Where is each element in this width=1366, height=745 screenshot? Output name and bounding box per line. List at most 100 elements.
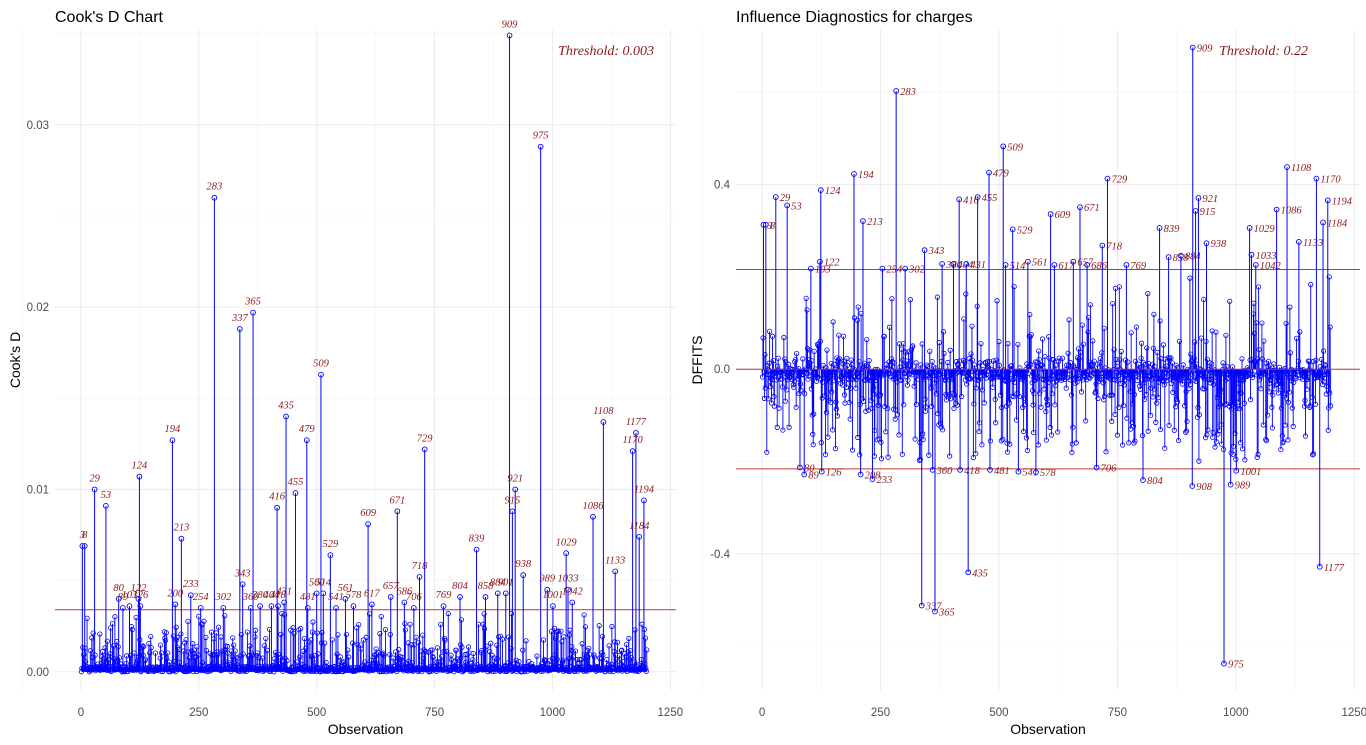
observation-point	[1255, 451, 1261, 457]
point-label: 769	[1130, 261, 1147, 272]
observation-point	[1151, 311, 1157, 317]
observation-point	[591, 654, 598, 660]
observation-point	[291, 630, 297, 637]
observation-point	[1260, 369, 1266, 375]
observation-point	[823, 409, 830, 416]
observation-point	[904, 382, 911, 388]
x-tick-label: 500	[989, 707, 1008, 719]
observation-point	[823, 365, 829, 371]
observation-point	[1109, 392, 1115, 398]
observation-point	[1201, 296, 1207, 303]
point-label: 481	[994, 466, 1010, 477]
observation-point	[1111, 347, 1117, 353]
observation-point	[148, 633, 154, 640]
labeled-point	[506, 32, 513, 39]
observation-point	[1266, 389, 1272, 395]
point-label: 578	[1040, 468, 1057, 479]
observation-point	[781, 334, 787, 341]
observation-point	[1250, 371, 1256, 377]
observation-point	[613, 656, 619, 662]
observation-point	[1279, 433, 1285, 439]
observation-point	[1213, 329, 1219, 335]
point-label: 365	[244, 297, 261, 308]
point-label: 53	[791, 201, 802, 212]
observation-point	[322, 640, 328, 646]
observation-point	[1091, 358, 1097, 364]
observation-point	[551, 625, 557, 632]
observation-point	[375, 650, 382, 656]
observation-point	[803, 295, 809, 301]
labeled-point	[1189, 44, 1196, 51]
observation-point	[1325, 427, 1331, 433]
point-label: 283	[900, 87, 916, 98]
observation-point	[1256, 284, 1262, 290]
observation-point	[1201, 386, 1207, 392]
observation-point	[877, 392, 884, 398]
observation-point	[1020, 404, 1026, 410]
point-label: 529	[1017, 225, 1034, 236]
observation-point	[1312, 401, 1319, 407]
point-label: 200	[167, 588, 184, 599]
point-label: 975	[533, 131, 549, 142]
observation-point	[619, 647, 625, 653]
observation-point	[1218, 387, 1224, 393]
observation-point	[1170, 389, 1176, 395]
labeled-point	[303, 437, 310, 444]
point-label: 1033	[558, 574, 579, 585]
observation-point	[229, 654, 235, 660]
chart-title: Influence Diagnostics for charges	[736, 9, 973, 26]
observation-point	[499, 636, 506, 642]
observation-point	[1047, 424, 1053, 430]
observation-point	[1285, 399, 1292, 405]
observation-point	[163, 630, 169, 636]
observation-point	[1095, 395, 1101, 401]
labeled-point	[932, 608, 938, 615]
observation-point	[1310, 359, 1316, 365]
point-label: 729	[1111, 175, 1128, 186]
point-label: 89	[808, 470, 819, 481]
labeled-point	[808, 265, 814, 272]
point-label: 404	[957, 260, 974, 271]
point-label: 435	[972, 568, 988, 579]
point-label: 706	[1101, 464, 1118, 475]
labeled-point	[939, 261, 945, 267]
labeled-point	[268, 603, 275, 609]
observation-point	[1052, 402, 1058, 408]
observation-point	[1184, 418, 1190, 424]
labeled-point	[320, 590, 327, 597]
observation-point	[256, 655, 262, 661]
observation-point	[1144, 345, 1150, 351]
observation-point	[1130, 423, 1137, 429]
observation-point	[104, 638, 110, 644]
observation-point	[349, 640, 356, 646]
observation-point	[221, 648, 227, 654]
labeled-point	[502, 590, 509, 597]
labeled-point	[1203, 240, 1210, 247]
labeled-point	[902, 265, 908, 272]
labeled-point	[921, 247, 928, 254]
observation-point	[1264, 438, 1270, 444]
observation-point	[1146, 361, 1152, 367]
observation-point	[996, 339, 1002, 345]
observation-point	[846, 399, 852, 406]
labeled-point	[421, 446, 428, 453]
observation-point	[232, 648, 238, 654]
labeled-point	[537, 143, 544, 150]
point-label: 529	[322, 539, 339, 550]
observation-point	[979, 442, 985, 448]
observation-point	[1125, 359, 1131, 365]
observation-point	[147, 650, 153, 656]
point-label: 989	[539, 574, 556, 585]
observation-point	[626, 635, 632, 641]
point-label: 804	[452, 581, 469, 592]
observation-point	[1069, 449, 1075, 456]
point-label: 8	[82, 530, 88, 541]
observation-point	[923, 404, 929, 410]
observation-point	[1131, 391, 1138, 398]
observation-point	[1023, 435, 1030, 441]
x-axis-label: Observation	[328, 721, 403, 737]
observation-point	[994, 374, 1001, 380]
observation-point	[1191, 355, 1197, 361]
observation-point	[1015, 341, 1021, 348]
